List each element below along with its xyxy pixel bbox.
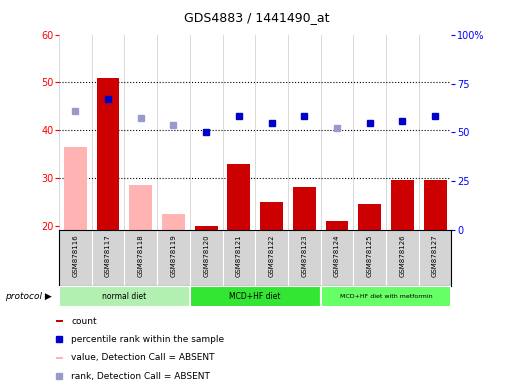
Text: GDS4883 / 1441490_at: GDS4883 / 1441490_at bbox=[184, 12, 329, 25]
Text: GSM878116: GSM878116 bbox=[72, 234, 78, 277]
Bar bbox=[59, 286, 190, 307]
Text: MCD+HF diet: MCD+HF diet bbox=[229, 292, 281, 301]
Text: value, Detection Call = ABSENT: value, Detection Call = ABSENT bbox=[71, 353, 214, 362]
Text: protocol ▶: protocol ▶ bbox=[5, 292, 52, 301]
Text: normal diet: normal diet bbox=[102, 292, 147, 301]
Bar bbox=[293, 187, 315, 230]
Bar bbox=[55, 357, 63, 359]
Bar bbox=[227, 164, 250, 230]
Text: GSM878122: GSM878122 bbox=[269, 234, 274, 277]
Text: GSM878127: GSM878127 bbox=[432, 234, 438, 277]
Text: GSM878119: GSM878119 bbox=[170, 234, 176, 277]
Text: rank, Detection Call = ABSENT: rank, Detection Call = ABSENT bbox=[71, 372, 210, 381]
Bar bbox=[391, 180, 414, 230]
Text: GSM878124: GSM878124 bbox=[334, 234, 340, 277]
Bar bbox=[55, 320, 63, 322]
Bar bbox=[260, 202, 283, 230]
Bar bbox=[358, 204, 381, 230]
Text: GSM878121: GSM878121 bbox=[236, 234, 242, 277]
Text: GSM878117: GSM878117 bbox=[105, 234, 111, 277]
Bar bbox=[326, 221, 348, 230]
Bar bbox=[64, 147, 87, 230]
Bar bbox=[190, 286, 321, 307]
Bar bbox=[96, 78, 120, 230]
Text: percentile rank within the sample: percentile rank within the sample bbox=[71, 335, 224, 344]
Bar bbox=[162, 214, 185, 230]
Text: GSM878126: GSM878126 bbox=[400, 234, 405, 277]
Text: MCD+HF diet with metformin: MCD+HF diet with metformin bbox=[340, 294, 432, 299]
Bar bbox=[195, 226, 218, 230]
Text: GSM878120: GSM878120 bbox=[203, 234, 209, 277]
Bar bbox=[129, 185, 152, 230]
Text: GSM878123: GSM878123 bbox=[301, 234, 307, 277]
Text: count: count bbox=[71, 316, 96, 326]
Text: GSM878125: GSM878125 bbox=[367, 234, 372, 277]
Text: GSM878118: GSM878118 bbox=[138, 234, 144, 277]
Bar bbox=[321, 286, 451, 307]
Bar bbox=[424, 180, 446, 230]
